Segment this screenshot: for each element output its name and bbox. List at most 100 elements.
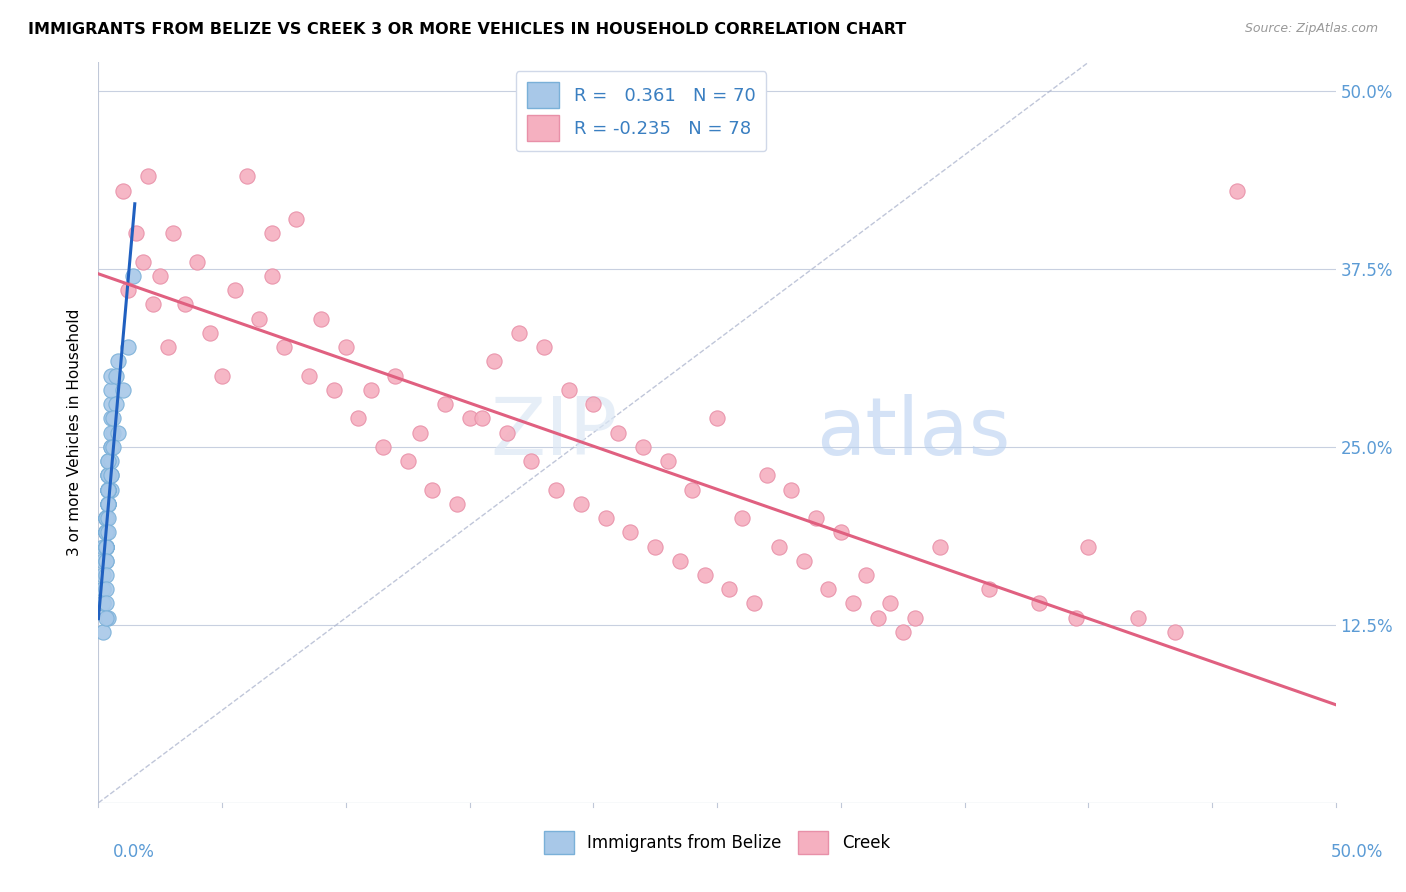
Point bbox=[557, 383, 579, 397]
Point bbox=[731, 511, 754, 525]
Point bbox=[657, 454, 679, 468]
Point bbox=[97, 497, 120, 511]
Point bbox=[644, 540, 666, 554]
Point bbox=[533, 340, 555, 354]
Point bbox=[520, 454, 543, 468]
Point bbox=[260, 268, 283, 283]
Point bbox=[1028, 597, 1050, 611]
Point bbox=[631, 440, 654, 454]
Point bbox=[285, 212, 308, 227]
Point bbox=[94, 525, 117, 540]
Point bbox=[156, 340, 179, 354]
Point bbox=[866, 610, 889, 624]
Point bbox=[94, 610, 117, 624]
Point bbox=[94, 568, 117, 582]
Point bbox=[582, 397, 605, 411]
Point bbox=[669, 554, 692, 568]
Point bbox=[94, 511, 117, 525]
Text: ZIP: ZIP bbox=[491, 393, 619, 472]
Point bbox=[891, 624, 914, 639]
Point bbox=[842, 597, 865, 611]
Point bbox=[94, 554, 117, 568]
Point bbox=[94, 525, 117, 540]
Point bbox=[211, 368, 233, 383]
Point bbox=[97, 468, 120, 483]
Point bbox=[97, 454, 120, 468]
Point bbox=[260, 227, 283, 241]
Point bbox=[446, 497, 468, 511]
Point bbox=[546, 483, 568, 497]
Point bbox=[94, 540, 117, 554]
Point bbox=[409, 425, 432, 440]
Point bbox=[103, 425, 125, 440]
Point bbox=[93, 597, 115, 611]
Point bbox=[100, 468, 122, 483]
Point bbox=[122, 268, 145, 283]
Point bbox=[224, 283, 246, 297]
Point bbox=[422, 483, 444, 497]
Point bbox=[100, 468, 122, 483]
Point bbox=[619, 525, 641, 540]
Point bbox=[107, 425, 129, 440]
Point bbox=[595, 511, 617, 525]
Point bbox=[97, 483, 120, 497]
Point bbox=[97, 483, 120, 497]
Point bbox=[904, 610, 927, 624]
Point bbox=[94, 554, 117, 568]
Point bbox=[100, 425, 122, 440]
Point bbox=[97, 610, 120, 624]
Point bbox=[94, 540, 117, 554]
Point bbox=[100, 397, 122, 411]
Point bbox=[681, 483, 703, 497]
Point bbox=[97, 525, 120, 540]
Point bbox=[94, 525, 117, 540]
Point bbox=[484, 354, 506, 368]
Point bbox=[94, 525, 117, 540]
Point bbox=[1164, 624, 1187, 639]
Point bbox=[112, 383, 135, 397]
Point bbox=[186, 254, 208, 268]
Point bbox=[433, 397, 456, 411]
Point bbox=[97, 497, 120, 511]
Point bbox=[236, 169, 259, 184]
Text: IMMIGRANTS FROM BELIZE VS CREEK 3 OR MORE VEHICLES IN HOUSEHOLD CORRELATION CHAR: IMMIGRANTS FROM BELIZE VS CREEK 3 OR MOR… bbox=[28, 22, 907, 37]
Point bbox=[117, 340, 139, 354]
Point bbox=[755, 468, 778, 483]
Point bbox=[768, 540, 790, 554]
Point bbox=[100, 368, 122, 383]
Text: 0.0%: 0.0% bbox=[112, 843, 155, 861]
Point bbox=[508, 326, 530, 340]
Point bbox=[817, 582, 839, 597]
Point bbox=[97, 497, 120, 511]
Point bbox=[855, 568, 877, 582]
Point bbox=[780, 483, 803, 497]
Point bbox=[100, 440, 122, 454]
Point bbox=[396, 454, 419, 468]
Point bbox=[100, 483, 122, 497]
Point bbox=[94, 597, 117, 611]
Point bbox=[174, 297, 197, 311]
Point bbox=[124, 227, 146, 241]
Point bbox=[97, 454, 120, 468]
Point bbox=[103, 411, 125, 425]
Point bbox=[104, 368, 127, 383]
Point bbox=[273, 340, 295, 354]
Point bbox=[335, 340, 357, 354]
Point bbox=[347, 411, 370, 425]
Text: Source: ZipAtlas.com: Source: ZipAtlas.com bbox=[1244, 22, 1378, 36]
Point bbox=[198, 326, 221, 340]
Point bbox=[103, 440, 125, 454]
Point bbox=[94, 511, 117, 525]
Legend: Immigrants from Belize, Creek: Immigrants from Belize, Creek bbox=[537, 824, 897, 861]
Point bbox=[93, 582, 115, 597]
Point bbox=[97, 497, 120, 511]
Point bbox=[384, 368, 406, 383]
Point bbox=[94, 540, 117, 554]
Point bbox=[94, 511, 117, 525]
Point bbox=[1077, 540, 1099, 554]
Point bbox=[94, 582, 117, 597]
Point bbox=[360, 383, 382, 397]
Point bbox=[93, 582, 115, 597]
Point bbox=[136, 169, 159, 184]
Point bbox=[94, 540, 117, 554]
